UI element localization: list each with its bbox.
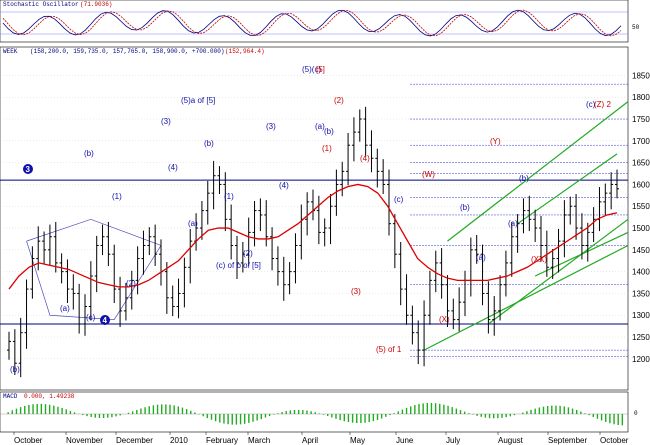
channel-line	[423, 244, 629, 351]
price-header-ohlc: (158,200.0, 159,735.0, 157,765.0, 158,90…	[30, 48, 224, 55]
y-tick-label: 14000	[632, 268, 650, 277]
x-tick-label: July	[446, 436, 460, 445]
wave-label-blue: (1)	[224, 192, 234, 201]
wave-label-red: (1)	[322, 144, 332, 153]
y-tick-label: 14500	[632, 246, 650, 255]
wave-label-blue: (b)	[10, 365, 20, 374]
x-tick-label: September	[548, 436, 587, 445]
wave-label-blue: (a)	[188, 219, 198, 228]
stochastic-d-line	[2, 9, 622, 37]
y-tick-label: 15500	[632, 202, 650, 211]
y-tick-label: 17000	[632, 137, 650, 146]
x-tick-label: August	[498, 436, 524, 445]
wave-label-blue: (4)	[168, 163, 178, 172]
wave-labels: 3 (b) (1) (2) (a) (c) 4 (b) (5)a of [5] (3) (4) (b)…	[10, 65, 611, 374]
wave-label-red: (5) of 1	[376, 345, 402, 354]
wave-label-red: (W)	[422, 170, 435, 179]
wave-label-blue: (5)a of [5]	[181, 96, 215, 105]
wave-label-blue: (b)	[204, 139, 214, 148]
wave-label-red: (4)	[360, 154, 370, 163]
wave-label-blue: (c) of b of [5]	[216, 261, 261, 270]
x-tick-label: October	[14, 436, 43, 445]
wave-label-blue: (b)	[460, 203, 470, 212]
wave-label-blue: (5)(c)	[302, 65, 321, 74]
x-tick-label: December	[116, 436, 153, 445]
wave-count-marker	[23, 164, 33, 174]
price-header-ma: (152,964.4)	[225, 48, 265, 55]
x-tick-label: May	[350, 436, 365, 445]
wave-label-blue: (a)	[315, 122, 325, 131]
wave-label-blue: (3)	[161, 117, 171, 126]
wave-label-blue: (b)	[324, 127, 334, 136]
y-tick-label: 12000	[632, 355, 650, 364]
trend-channels	[26, 101, 629, 351]
y-axis-ticks: 18500 18000 17500 17000 16500 16000 15500 15000…	[632, 71, 650, 363]
stochastic-lines	[0, 9, 628, 37]
stochastic-tick-50: 50	[632, 24, 640, 31]
macd-histogram	[0, 402, 628, 426]
wave-label-red: (XX)	[531, 255, 547, 264]
moving-average-line	[8, 183, 618, 290]
stochastic-header-value: (71.9036)	[80, 1, 112, 8]
x-tick-label: April	[302, 436, 318, 445]
wave-label-blue: (b)	[84, 149, 94, 158]
wave-label-blue: (2)	[243, 249, 253, 258]
wave-label-blue: (b)	[519, 174, 529, 183]
y-tick-label: 16500	[632, 159, 650, 168]
y-tick-label: 17500	[632, 115, 650, 124]
wave-label-blue: (a)	[476, 253, 486, 262]
channel-line	[447, 101, 629, 242]
channel-line	[517, 153, 618, 225]
wave-label-red: [5]	[316, 65, 325, 74]
stochastic-header: Stochastic Oscillator	[3, 1, 79, 8]
macd-header-value: 0.000, 1.49238	[24, 393, 75, 400]
wave-label-blue: (c)	[86, 313, 96, 322]
wave-label-blue: (c)	[394, 195, 404, 204]
wave-label-red: (X)	[439, 315, 450, 324]
macd-header: MACD	[3, 393, 18, 400]
wave-label-blue: (3)	[266, 122, 276, 131]
macd-tick-0: 0	[634, 410, 638, 417]
wave-label-blue: (c)	[586, 100, 596, 109]
wave-label-blue: (4)	[279, 181, 289, 190]
wave-label-blue: 4	[103, 316, 108, 325]
wave-label-blue: (1)	[112, 192, 122, 201]
x-axis-ticks: October November December 2010 February March…	[13, 432, 629, 445]
wave-label-red: (2)	[334, 96, 344, 105]
x-tick-label: 2010	[170, 436, 188, 445]
y-tick-label: 16000	[632, 180, 650, 189]
wave-count-marker	[100, 315, 110, 325]
y-tick-label: 18500	[632, 71, 650, 80]
wave-label-red: (Y)	[490, 137, 501, 146]
stochastic-panel	[0, 0, 629, 43]
x-tick-label: October	[600, 436, 629, 445]
stochastic-k-line	[2, 9, 622, 37]
price-bars	[7, 106, 619, 378]
wave-label-red: (3)	[351, 287, 361, 296]
x-tick-label: March	[248, 436, 270, 445]
y-tick-label: 18000	[632, 93, 650, 102]
wave-label-blue: 3	[26, 165, 31, 174]
wave-label-blue: (a)	[60, 304, 70, 313]
y-tick-label: 13500	[632, 289, 650, 298]
moving-average	[8, 183, 618, 290]
y-tick-label: 12500	[632, 333, 650, 342]
macd-panel	[0, 391, 629, 433]
y-tick-label: 13000	[632, 311, 650, 320]
price-gridlines	[3, 75, 628, 360]
wave-label-red: (Z) 2	[594, 100, 611, 109]
x-tick-label: June	[396, 436, 414, 445]
x-tick-label: February	[206, 436, 238, 445]
price-header-symbol: WEEK	[3, 48, 18, 55]
wave-label-blue: (2)	[126, 279, 136, 288]
x-tick-label: November	[66, 436, 103, 445]
price-panel	[0, 46, 629, 391]
y-tick-label: 15000	[632, 224, 650, 233]
wave-label-blue: (a)	[508, 219, 518, 228]
